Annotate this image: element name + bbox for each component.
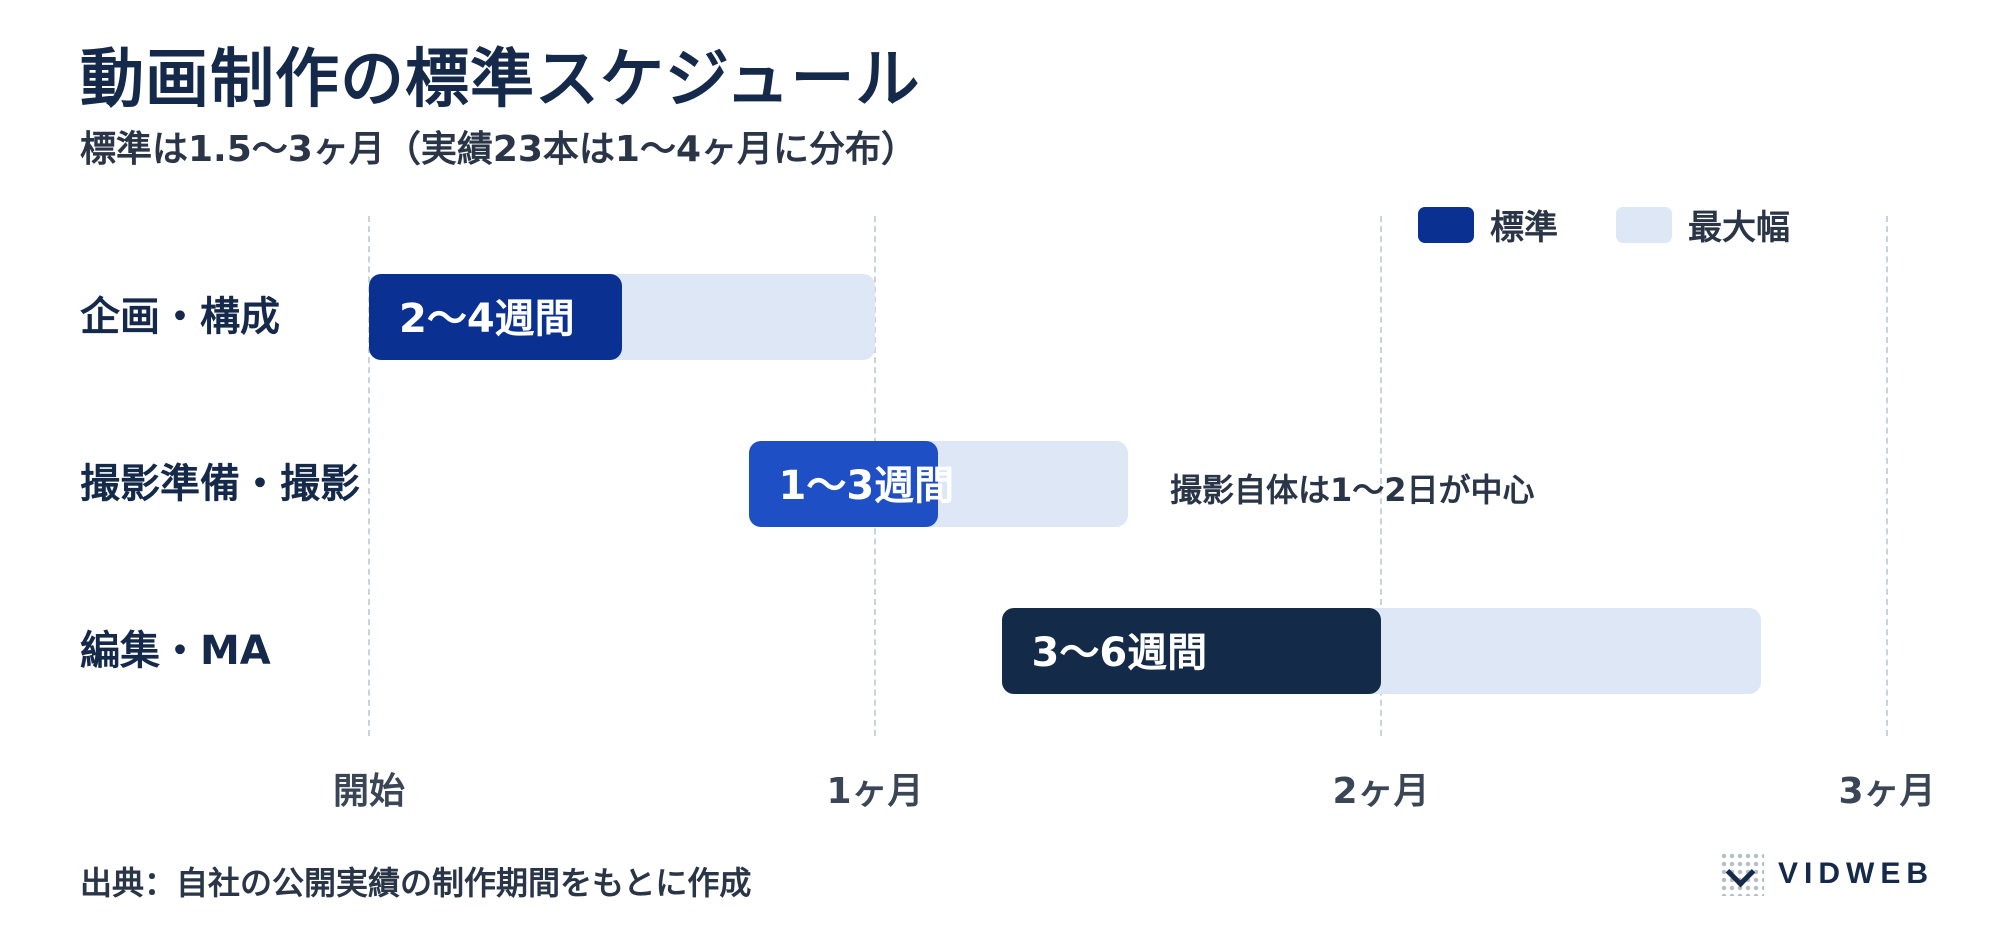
brand-logo: VIDWEB (1720, 852, 1934, 896)
legend-item-range: 最大幅 (1616, 200, 1790, 249)
x-tick-label-1: 1ヶ月 (826, 771, 924, 812)
standard-bar-2 (1001, 608, 1381, 694)
legend-range-swatch (1616, 206, 1672, 243)
legend: 標準 最大幅 (1418, 200, 1790, 249)
grid-line-2 (1380, 216, 1382, 736)
chart-subtitle: 標準は1.5〜3ヶ月（実績23本は1〜4ヶ月に分布） (80, 129, 918, 170)
bar-label-1: 1〜3週間 (778, 463, 955, 509)
legend-range-label: 最大幅 (1688, 208, 1790, 248)
row-label-2: 編集・MA (80, 628, 271, 674)
source-note: 出典：自社の公開実績の制作期間をもとに作成 (80, 864, 752, 902)
row-label-1: 撮影準備・撮影 (80, 461, 360, 507)
annotation-1: 撮影自体は1〜2日が中心 (1170, 471, 1535, 509)
vidweb-logo-icon (1720, 852, 1764, 896)
grid-line-3 (1886, 216, 1888, 736)
x-tick-label-0: 開始 (332, 771, 406, 812)
standard-bar-0 (369, 274, 622, 360)
row-label-0: 企画・構成 (80, 294, 280, 340)
brand-name: VIDWEB (1778, 857, 1934, 890)
x-tick-label-2: 2ヶ月 (1332, 771, 1430, 812)
legend-item-standard: 標準 (1418, 200, 1558, 249)
bar-label-0: 2〜4週間 (399, 296, 575, 342)
legend-standard-swatch (1418, 206, 1474, 243)
grid-line-0 (368, 216, 370, 736)
bar-label-2: 3〜6週間 (1031, 630, 1208, 676)
legend-standard-label: 標準 (1490, 208, 1558, 248)
standard-bar-1 (748, 441, 939, 527)
x-tick-label-3: 3ヶ月 (1838, 771, 1936, 812)
chart-title: 動画制作の標準スケジュール (80, 43, 921, 117)
